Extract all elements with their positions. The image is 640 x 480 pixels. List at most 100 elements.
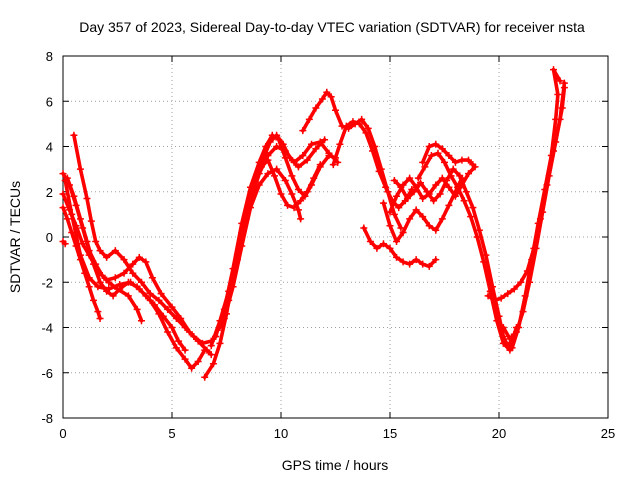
data-point-marker — [399, 258, 407, 266]
data-point-marker — [403, 195, 411, 203]
data-point-marker — [209, 360, 217, 368]
y-tick-label: 4 — [46, 140, 53, 155]
series-trace — [361, 226, 438, 269]
data-point-marker — [475, 226, 483, 234]
data-point-marker — [85, 283, 93, 291]
data-point-marker — [159, 312, 167, 320]
data-point-marker — [445, 183, 453, 191]
data-point-marker — [79, 240, 87, 248]
series-satellite-arc-13 — [299, 88, 405, 232]
data-point-marker — [499, 339, 507, 347]
data-point-marker — [273, 143, 281, 150]
y-tick-label: -2 — [41, 275, 53, 290]
series-satellite-arc-11 — [216, 156, 324, 331]
data-point-marker — [201, 373, 209, 381]
data-point-marker — [172, 344, 180, 352]
data-point-marker — [85, 274, 93, 282]
data-point-marker — [515, 324, 523, 331]
data-point-marker — [323, 88, 331, 96]
data-point-marker — [68, 210, 76, 218]
data-point-marker — [103, 287, 111, 295]
data-point-marker — [369, 147, 377, 155]
data-point-marker — [469, 204, 477, 212]
series-satellite-arc-22 — [499, 84, 568, 343]
data-point-marker — [175, 337, 183, 345]
data-point-marker — [432, 226, 440, 234]
data-point-marker — [349, 118, 357, 126]
x-tick-label: 10 — [274, 426, 288, 441]
series-trace — [213, 133, 338, 339]
data-point-marker — [438, 145, 446, 153]
data-point-marker — [406, 174, 414, 182]
data-point-marker — [63, 174, 71, 182]
data-point-marker — [164, 328, 172, 336]
y-tick-label: -6 — [41, 366, 53, 381]
series-satellite-arc-15 — [360, 224, 440, 270]
data-point-marker — [355, 120, 363, 128]
data-point-marker — [534, 219, 542, 227]
data-point-marker — [414, 174, 422, 182]
y-tick-label: -4 — [41, 321, 53, 336]
data-point-marker — [238, 242, 246, 250]
data-point-marker — [294, 185, 302, 193]
data-point-marker — [399, 228, 407, 236]
data-point-marker — [94, 283, 102, 291]
x-tick-label: 20 — [492, 426, 506, 441]
data-point-marker — [264, 156, 272, 164]
data-point-marker — [129, 269, 137, 277]
data-point-marker — [275, 136, 283, 144]
data-point-marker — [464, 170, 472, 178]
data-point-marker — [460, 197, 468, 205]
data-point-marker — [188, 364, 196, 372]
data-point-marker — [462, 188, 470, 196]
series-satellite-arc-2 — [59, 204, 104, 322]
data-point-marker — [76, 165, 84, 173]
data-point-marker — [120, 269, 128, 277]
y-tick-label: 6 — [46, 94, 53, 109]
data-point-marker — [135, 253, 143, 261]
data-point-marker — [96, 247, 104, 255]
data-point-marker — [124, 278, 132, 286]
data-point-marker — [199, 339, 207, 347]
data-point-marker — [96, 278, 104, 286]
data-point-marker — [329, 161, 337, 169]
data-point-marker — [299, 127, 307, 135]
data-point-marker — [59, 170, 67, 178]
data-point-marker — [120, 256, 128, 264]
data-point-marker — [70, 131, 78, 139]
data-point-marker — [181, 355, 189, 363]
data-point-marker — [421, 163, 429, 171]
data-point-marker — [458, 181, 466, 189]
data-point-marker — [133, 283, 141, 291]
data-point-marker — [216, 324, 224, 331]
x-tick-label: 15 — [383, 426, 397, 441]
data-point-marker — [480, 258, 488, 266]
data-point-marker — [270, 172, 278, 180]
data-point-marker — [373, 244, 381, 252]
data-point-marker — [116, 285, 124, 293]
data-point-marker — [517, 278, 525, 286]
data-point-marker — [419, 213, 427, 221]
data-point-marker — [294, 163, 302, 171]
data-point-marker — [305, 115, 313, 123]
data-point-marker — [297, 215, 305, 223]
series-satellite-arc-1 — [59, 238, 69, 248]
data-point-marker — [445, 152, 453, 160]
data-point-marker — [103, 276, 111, 284]
data-point-marker — [412, 183, 420, 191]
data-point-marker — [92, 238, 100, 246]
data-point-marker — [111, 274, 119, 282]
data-point-marker — [303, 188, 311, 196]
data-point-marker — [504, 290, 512, 298]
data-point-marker — [109, 292, 117, 300]
x-tick-labels: 0 5 10 15 20 25 — [59, 426, 615, 441]
data-point-marker — [510, 285, 518, 293]
data-point-marker — [406, 260, 414, 268]
data-point-marker — [264, 170, 272, 178]
data-point-marker — [164, 305, 172, 313]
data-point-marker — [268, 131, 276, 139]
data-point-marker — [63, 215, 71, 223]
series-trace — [388, 165, 477, 214]
data-point-marker — [425, 143, 433, 150]
